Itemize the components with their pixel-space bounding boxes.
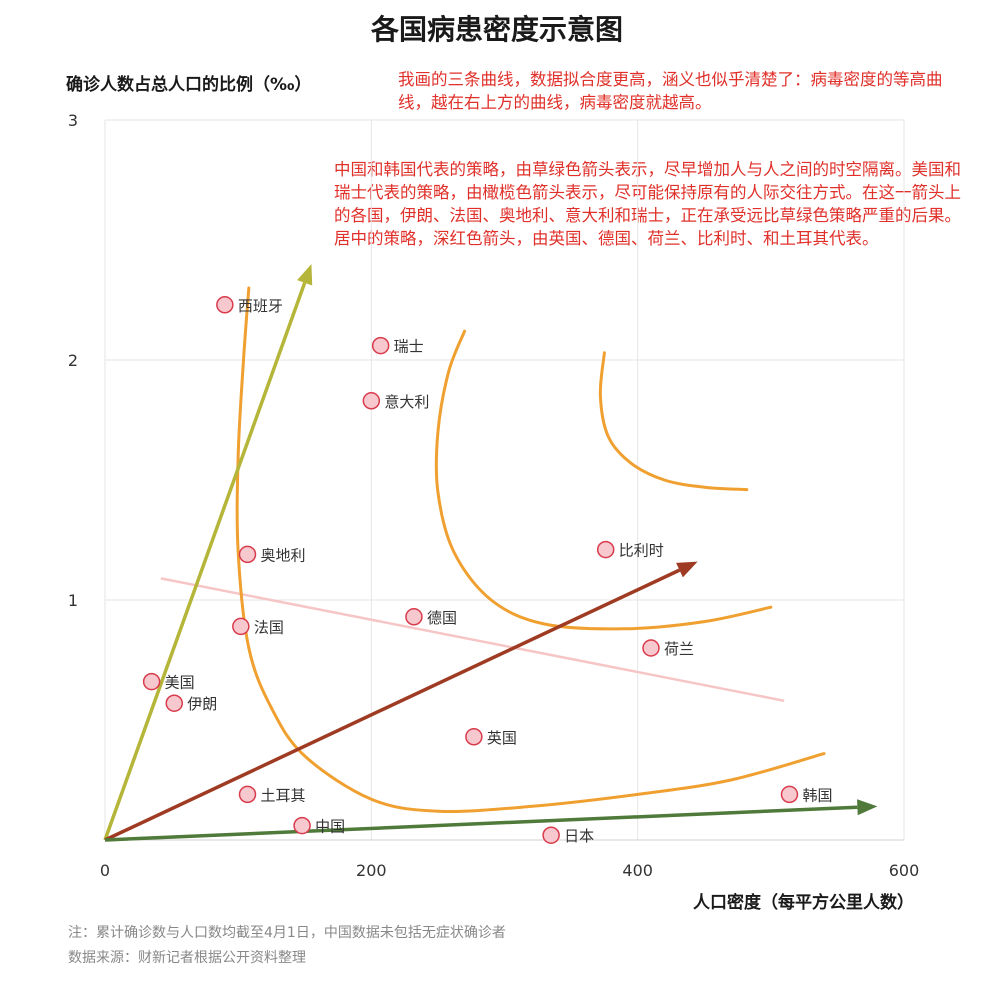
data-point (238, 785, 257, 804)
data-point-label: 美国 (165, 674, 195, 692)
x-tick-label: 400 (622, 861, 653, 880)
annotation-strategies: 中国和韩国代表的策略，由草绿色箭头表示，尽早增加人与人之间的时空隔离。美国和瑞士… (334, 160, 961, 248)
trend-line (160, 577, 785, 703)
y-tick-label: 3 (68, 111, 78, 130)
data-point (165, 694, 183, 712)
tick-layer: 0 200 400 600 1 2 3 (68, 111, 919, 880)
y-tick-label: 1 (68, 591, 78, 610)
data-point-label: 土耳其 (260, 786, 305, 804)
data-point (238, 545, 257, 564)
data-point-label: 奥地利 (260, 546, 305, 564)
data-point-label: 西班牙 (238, 297, 283, 315)
arrow-darkred-shaft (104, 568, 681, 842)
y-axis-label: 确诊人数占总人口的比例（‰） (66, 75, 312, 95)
data-point (405, 608, 423, 626)
data-point-label: 中国 (315, 818, 345, 836)
chart-title: 各国病患密度示意图 (370, 13, 623, 46)
data-point (142, 672, 161, 691)
x-tick-label: 200 (356, 861, 387, 880)
data-point-label: 荷兰 (664, 640, 694, 658)
arrow-olive-shaft (103, 282, 307, 841)
x-tick-label: 0 (100, 861, 110, 880)
arrow-olive-head (297, 264, 313, 286)
data-point-label: 韩国 (802, 786, 832, 804)
x-axis-label: 人口密度（每平方公里人数） (693, 893, 914, 913)
data-point (293, 816, 311, 835)
data-point (371, 336, 390, 355)
data-point-label: 瑞士 (394, 338, 424, 356)
data-point-label: 德国 (427, 609, 457, 627)
data-point (642, 639, 660, 657)
trend-layer (160, 577, 785, 703)
arrow-green-shaft (104, 805, 858, 842)
data-point (465, 728, 483, 746)
data-point (232, 617, 250, 636)
arrow-layer (103, 264, 878, 842)
data-point (216, 296, 234, 314)
contour-curve-2 (434, 329, 773, 631)
arrow-green-head (857, 799, 878, 816)
data-point (542, 826, 560, 844)
contour-curve-3 (598, 351, 749, 492)
annotation-curves: 我画的三条曲线，数据拟合度更高，涵义也似乎清楚了：病毒密度的等高曲线，越在右上方… (398, 70, 943, 112)
data-point (780, 785, 799, 804)
data-source: 数据来源：财新记者根据公开资料整理 (68, 950, 306, 966)
data-point-label: 意大利 (384, 393, 429, 411)
data-point-label: 法国 (254, 618, 284, 636)
contour-curve-1 (235, 286, 826, 813)
contour-layer (235, 286, 826, 813)
y-tick-label: 2 (68, 351, 78, 370)
data-point-label: 日本 (564, 827, 594, 845)
arrow-darkred-head (676, 561, 698, 578)
grid-layer (104, 119, 905, 841)
data-point-label: 比利时 (619, 542, 664, 560)
data-point-label: 伊朗 (187, 695, 217, 713)
footnote: 注：累计确诊数与人口数均截至4月1日，中国数据未包括无症状确诊者 (68, 925, 506, 941)
data-point-label: 英国 (487, 729, 517, 747)
data-point (596, 540, 615, 559)
data-point (362, 392, 381, 410)
x-tick-label: 600 (889, 861, 920, 880)
